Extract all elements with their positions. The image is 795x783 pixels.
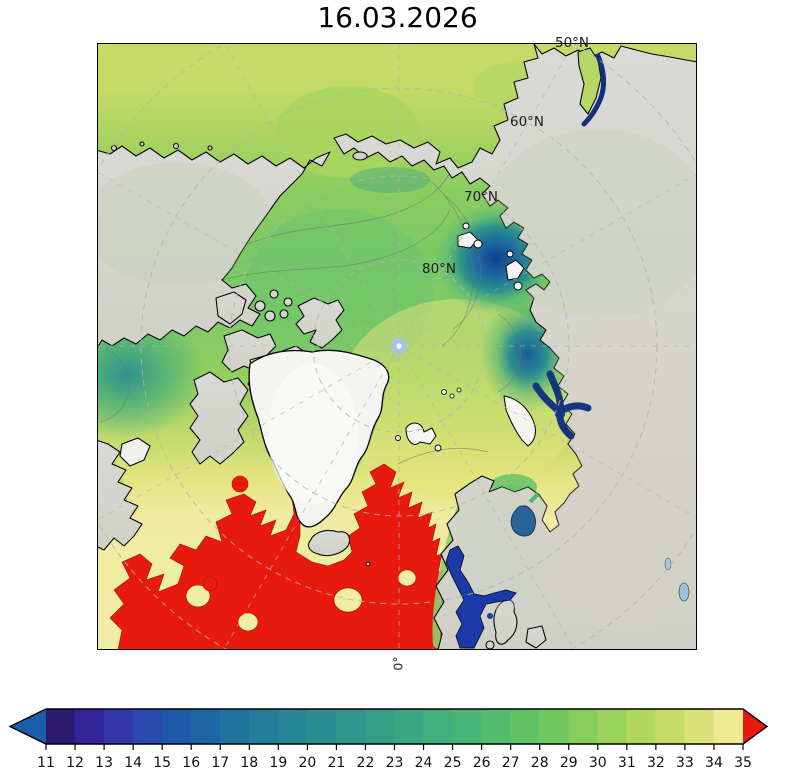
over-range-blob-small2 <box>202 576 218 592</box>
colorbar-tick-label: 32 <box>647 755 665 771</box>
colorbar-segment <box>626 709 657 744</box>
white-sea <box>510 505 536 537</box>
salinity-map: 50°N 60°N 70°N 80°N 0° <box>97 35 697 671</box>
greenland-ice-sheen <box>268 364 358 504</box>
colorbar-segments <box>45 709 744 744</box>
colorbar-segment <box>103 709 134 744</box>
lake-onega <box>664 557 672 571</box>
colorbar-tick-label: 33 <box>676 755 694 771</box>
colorbar-tick-label: 25 <box>444 755 462 771</box>
colorbar-segment <box>568 709 599 744</box>
colorbar-segment <box>161 709 192 744</box>
graticule <box>98 44 696 649</box>
colorbar-tick-label: 30 <box>589 755 607 771</box>
colorbar-tick-label: 11 <box>37 755 55 771</box>
colorbar-tick-label: 18 <box>240 755 258 771</box>
colorbar-segment <box>510 709 541 744</box>
colorbar-segment <box>132 709 163 744</box>
colorbar-tick-label: 16 <box>182 755 200 771</box>
colorbar-tick-label: 15 <box>153 755 171 771</box>
colorbar-segment <box>655 709 686 744</box>
chukchi-teal-streak <box>350 167 430 193</box>
colorbar-segment <box>684 709 715 744</box>
colorbar-tick-label: 13 <box>95 755 113 771</box>
colorbar-over-arrow <box>743 709 767 744</box>
ice-landmasses <box>248 222 536 528</box>
colorbar-tick-label: 23 <box>386 755 404 771</box>
over-range-atlantic-region <box>109 463 453 649</box>
colorbar-segment <box>74 709 105 744</box>
latitude-ring <box>312 259 486 433</box>
colorbar-tick-label: 22 <box>357 755 375 771</box>
lake-ladoga <box>678 582 690 602</box>
map-canvas <box>98 44 696 649</box>
colorbar-segment <box>481 709 511 744</box>
colorbar-segment <box>539 709 570 744</box>
colorbar-tick-label: 21 <box>328 755 346 771</box>
colorbar-segment <box>219 709 250 744</box>
colorbar-under-arrow <box>10 709 46 744</box>
colorbar-segment <box>45 709 76 744</box>
colorbar-tick-label: 14 <box>124 755 142 771</box>
colorbar-tick-label: 26 <box>473 755 491 771</box>
gulf-of-riga <box>487 613 493 619</box>
colorbar-tick-label: 29 <box>560 755 578 771</box>
colorbar-tick-label: 12 <box>66 755 84 771</box>
colorbar-segment <box>452 709 482 744</box>
pole-marker-center <box>396 343 402 349</box>
colorbar-tick-label: 27 <box>502 755 520 771</box>
colorbar-tick-label: 17 <box>211 755 229 771</box>
colorbar-segment <box>307 709 337 744</box>
colorbar-segment <box>336 709 366 744</box>
estuary-junction <box>555 409 565 419</box>
plot-title: 16.03.2026 <box>317 1 478 34</box>
colorbar-segment <box>597 709 628 744</box>
colorbar-tick-label: 31 <box>618 755 636 771</box>
colorbar-segment <box>365 709 395 744</box>
colorbar-ticks <box>45 744 744 750</box>
colorbar-segment <box>713 709 744 744</box>
colorbar-segment <box>190 709 221 744</box>
colorbar-tick-label: 34 <box>705 755 723 771</box>
colorbar-segment <box>423 709 453 744</box>
colorbar-segment <box>248 709 279 744</box>
colorbar-tick-label: 24 <box>415 755 433 771</box>
colorbar: 11 12 13 14 15 16 17 18 19 20 21 22 23 24 25 26 27 28 29 30… <box>8 708 769 771</box>
lon-label-0: 0° <box>390 656 406 671</box>
colorbar-tick-label: 20 <box>298 755 316 771</box>
over-range-blob-small <box>231 475 249 493</box>
colorbar-tick-labels: 11 12 13 14 15 16 17 18 19 20 21 22 23 24 25 26 27 28 29 30… <box>37 755 752 771</box>
colorbar-tick-label: 28 <box>531 755 549 771</box>
colorbar-segment <box>394 709 424 744</box>
baltic-sea <box>445 545 517 649</box>
colorbar-segment <box>278 709 308 744</box>
landmasses <box>98 44 696 649</box>
contour-lines <box>99 163 521 465</box>
white-sea-mouth <box>528 492 540 504</box>
hudson-bay-plume <box>98 309 206 439</box>
colorbar-tick-label: 19 <box>269 755 287 771</box>
okhotsk-inlet <box>581 53 607 127</box>
colorbar-tick-label: 35 <box>734 755 752 771</box>
